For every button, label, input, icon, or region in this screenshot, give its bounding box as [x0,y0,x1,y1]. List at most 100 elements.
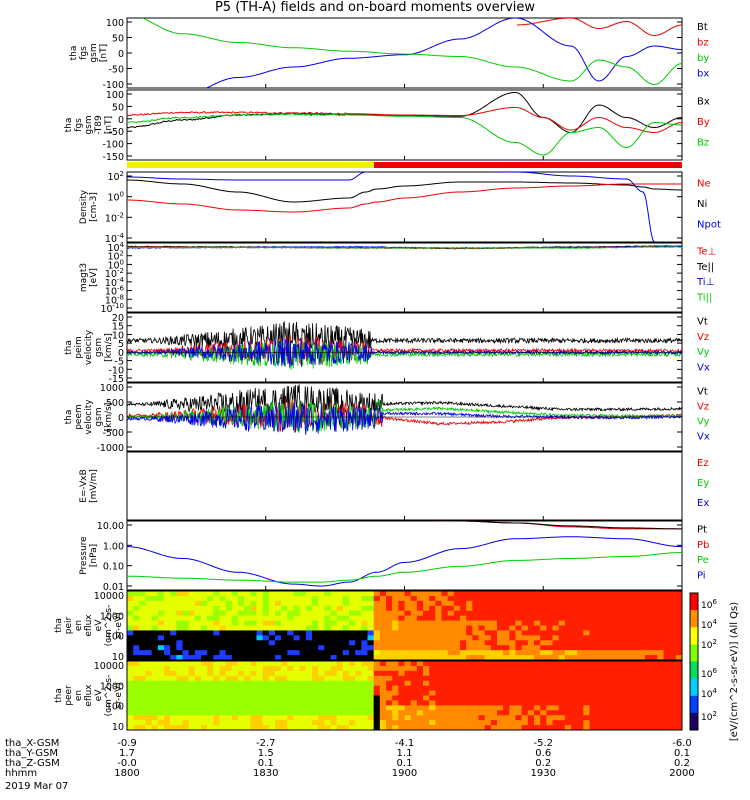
series-bz [516,18,682,37]
heat-cell [675,705,682,711]
heat-cell [601,620,609,627]
heat-cell [324,661,332,667]
heat-cell [490,600,498,607]
ytick-label: 0 [118,348,124,359]
legend-Te⊥: Te⊥ [696,247,716,258]
heat-cell [349,650,356,656]
heat-cell [164,591,171,597]
heat-cell [164,630,171,636]
legend-Bz: Bz [697,138,709,149]
heat-cell [497,615,504,622]
heat-cell [447,650,455,656]
heat-cell [373,600,381,607]
ylabel-line: sr-eV) [114,612,124,638]
heat-cell [583,695,591,702]
heat-cell [527,595,535,602]
ylabel-line: E=-VxB [79,469,89,503]
heat-cell [151,670,159,677]
heat-cell [564,605,572,612]
heat-cell [324,595,332,602]
heat-cell [386,645,393,651]
heat-cell [170,690,177,697]
series-Vx [127,402,682,435]
heat-cell [182,620,190,627]
heat-cell [657,690,665,697]
heat-cell [416,670,424,677]
heat-cell [139,685,147,692]
heat-cell [546,690,554,697]
heat-cell [256,705,264,711]
heat-cell [472,665,480,672]
heat-cell [521,635,529,641]
ytick-label: -100 [102,80,124,91]
heat-cell [515,725,523,730]
heat-cell [250,700,258,706]
heat-cell [355,610,362,617]
ylabel-line: velocity [84,329,94,365]
heat-cell [472,725,480,730]
heat-cell [207,695,214,702]
heat-cell [645,685,652,692]
heat-cell [601,595,609,602]
heat-cell [305,705,313,711]
heat-cell [441,645,449,651]
heat-cell [589,635,597,641]
heat-cell [540,680,547,687]
heat-cell [373,615,381,622]
ylabel-line: gsm [89,43,99,62]
heat-cell [238,720,245,726]
heat-cell [318,620,325,627]
heat-cell [484,591,492,597]
heat-cell [515,665,523,672]
colorbar-tick: 102 [701,638,717,651]
heat-cell [355,705,362,711]
heat-cell [176,630,184,636]
heat-cell [601,605,609,612]
heat-cell [355,700,362,706]
heat-cell [250,655,258,660]
heat-cell [386,685,393,692]
heat-cell [638,655,646,660]
heat-cell [367,680,375,687]
heat-cell [157,680,165,687]
x-axis-value: -0.9 [117,738,137,749]
heat-cell [453,705,461,711]
heat-cell [219,665,227,672]
heat-cell [663,600,671,607]
heat-cell [404,630,412,636]
heat-cell [540,605,547,612]
heat-cell [527,705,535,711]
heat-cell [632,661,640,667]
heat-cell [398,695,406,702]
heat-cell [268,700,276,706]
heat-cell [453,650,461,656]
heat-cell [188,625,196,632]
heat-cell [503,695,510,702]
heat-cell [663,625,671,632]
heat-cell [275,685,282,692]
heat-cell [669,695,677,702]
heat-cell [497,600,504,607]
heat-cell [305,595,313,602]
heat-cell [484,680,492,687]
heat-cell [558,630,566,636]
heat-cell [133,700,140,706]
heat-cell [638,685,646,692]
heat-cell [336,605,344,612]
heat-cell [595,625,603,632]
heat-cell [466,591,473,597]
heat-cell [571,670,578,677]
heat-cell [521,690,529,697]
heat-cell [127,610,134,617]
heat-cell [632,595,640,602]
heat-cell [663,610,671,617]
heat-cell [324,591,332,597]
heat-cell [620,685,628,692]
heat-cell [213,665,221,672]
heat-cell [632,675,640,682]
heat-cell [490,635,498,641]
heat-cell [416,665,424,672]
heat-cell [324,695,332,702]
heat-cell [423,680,430,687]
heat-cell [675,605,682,612]
